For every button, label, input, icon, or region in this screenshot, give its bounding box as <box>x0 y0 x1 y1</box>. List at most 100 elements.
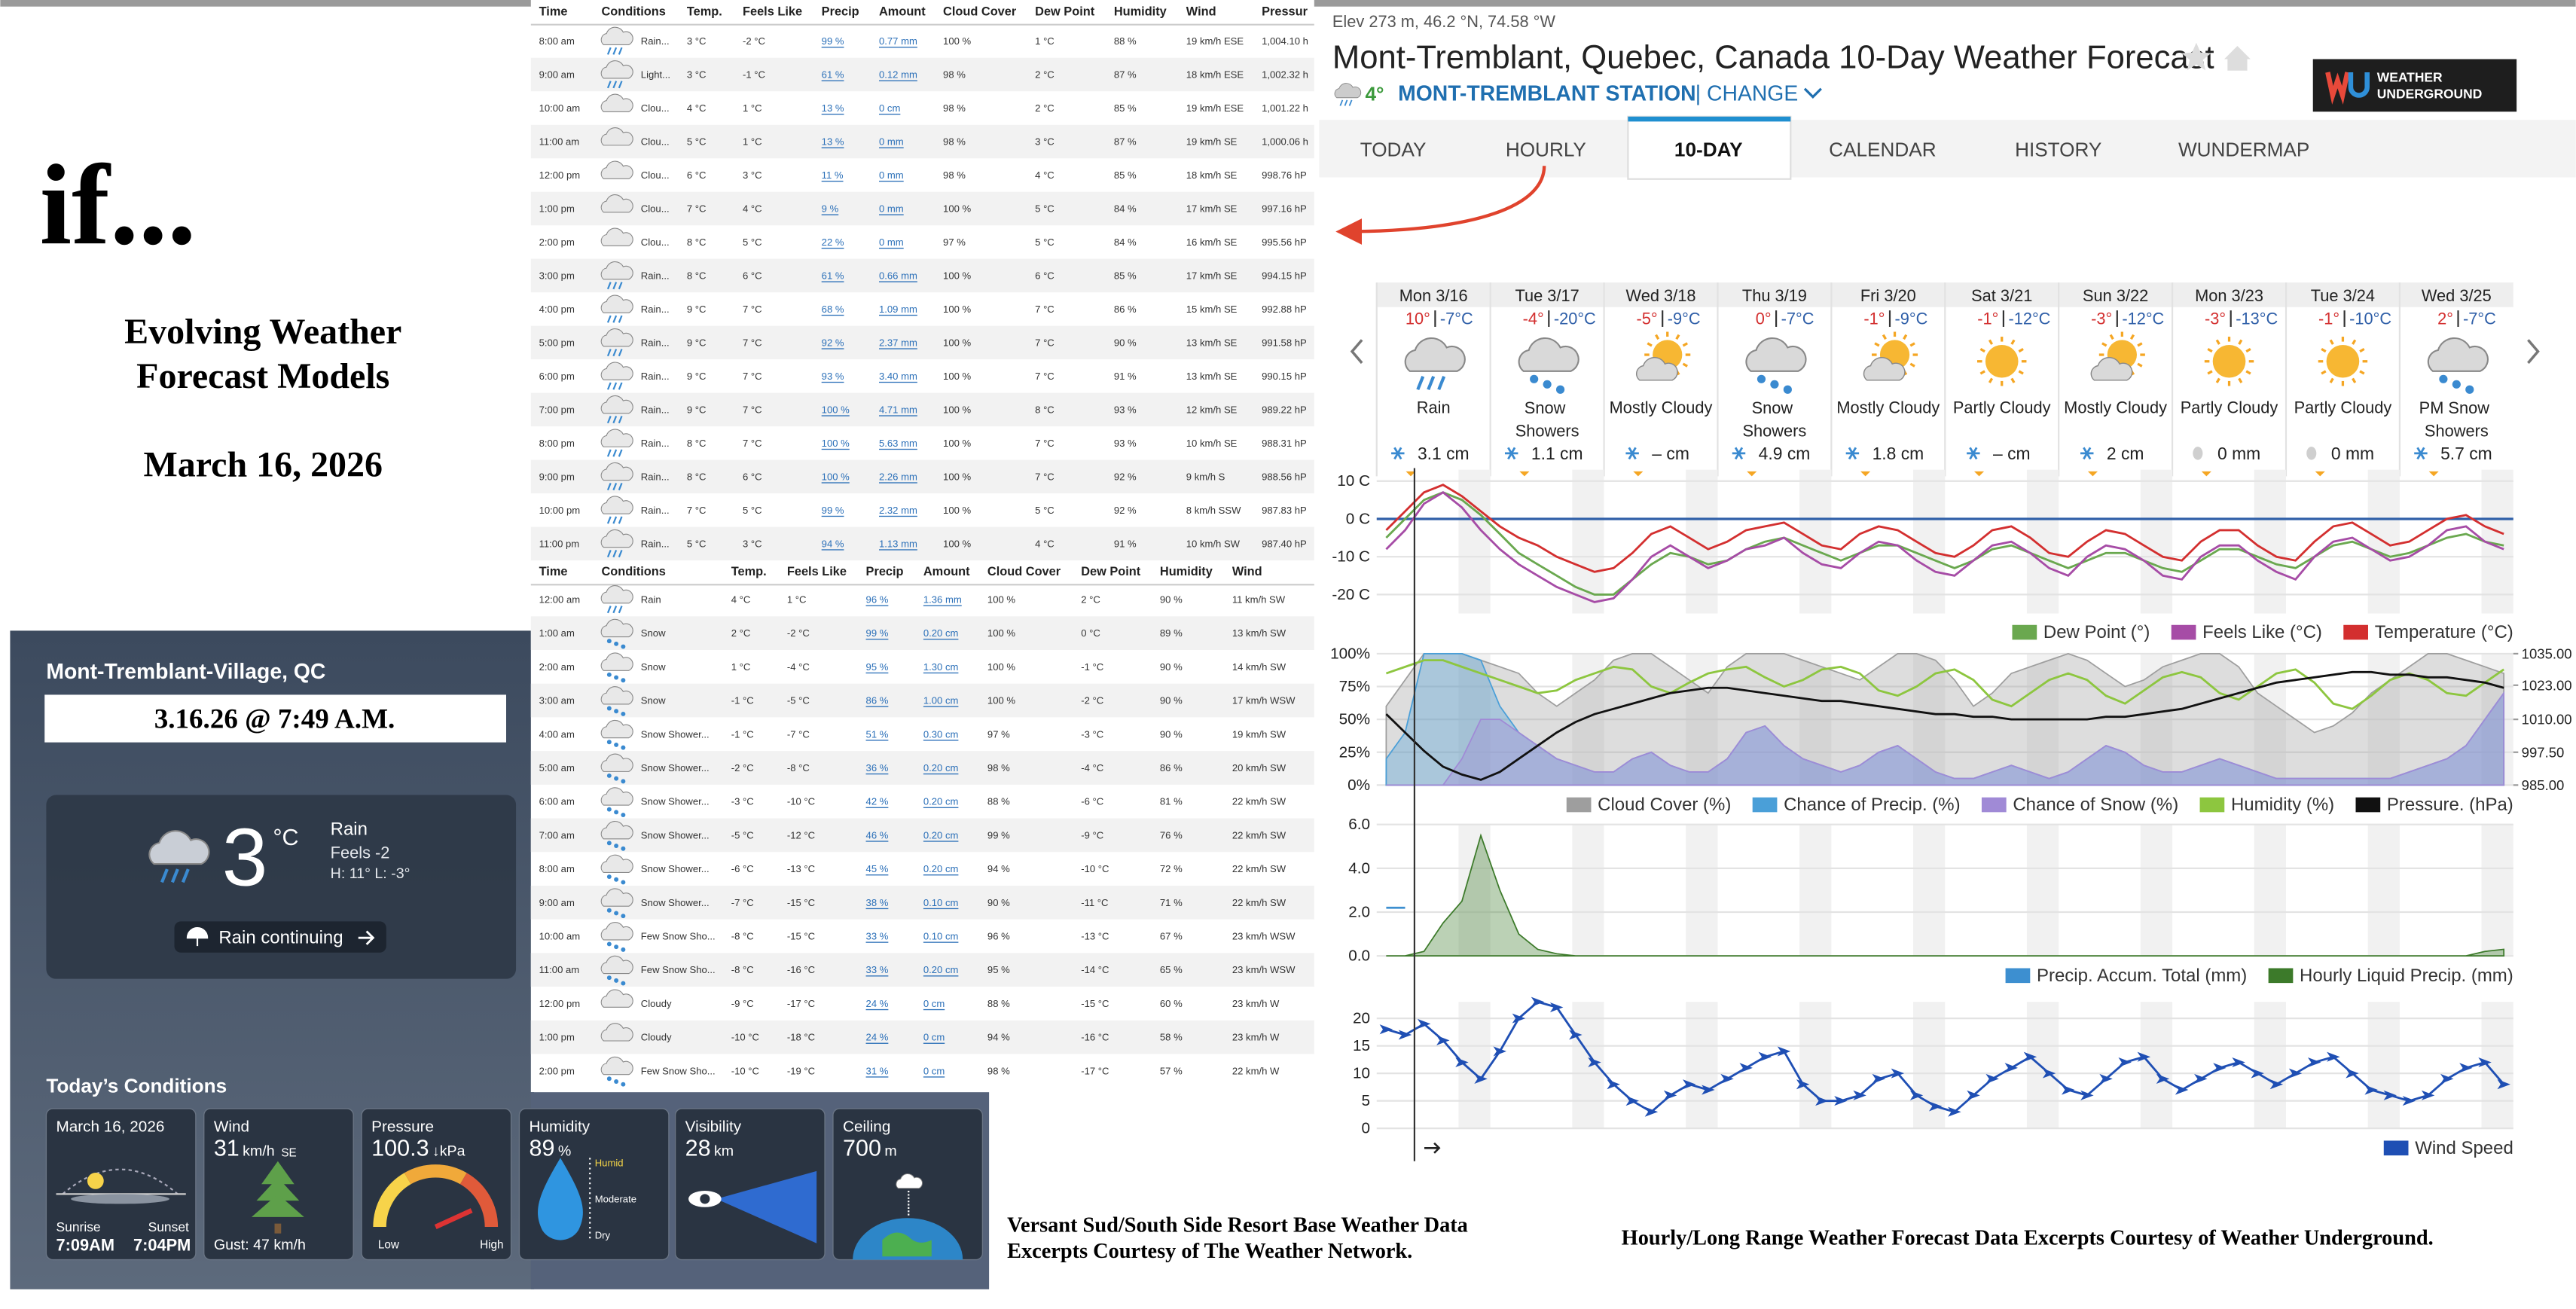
y-tick-label: 0.0 <box>1348 947 1370 965</box>
wind-arrow <box>2421 1090 2435 1100</box>
tile-title: Ceiling <box>843 1118 890 1135</box>
table-cell: Snow Shower... <box>641 829 710 841</box>
tab[interactable]: WUNDERMAP <box>2178 138 2309 160</box>
table-cell: 0 mm <box>879 136 904 147</box>
ray <box>1882 334 1887 340</box>
table-cell: 10:00 am <box>539 102 581 114</box>
tab[interactable]: TODAY <box>1360 138 1427 160</box>
table-cell: 994.15 hP <box>1262 270 1307 281</box>
drop <box>2193 447 2203 460</box>
table-cell: 99 % <box>822 35 844 47</box>
table-cell: Clou... <box>641 236 670 248</box>
snow <box>606 908 612 913</box>
row-stripe <box>530 258 1314 293</box>
table-cell: 85 % <box>1114 270 1137 281</box>
home-icon[interactable] <box>2223 46 2251 71</box>
ray <box>1979 370 1985 375</box>
table-cell: 1,000.06 h <box>1262 136 1308 147</box>
table-cell: 22 km/h SW <box>1232 829 1286 841</box>
rain <box>1339 99 1344 106</box>
weather-icon <box>896 1173 923 1189</box>
day-low: -20°C <box>1554 310 1596 328</box>
day-high: 10° <box>1406 310 1430 328</box>
table-cell: 5 °C <box>687 538 707 549</box>
cloud <box>1745 337 1807 372</box>
snow <box>1555 385 1565 394</box>
weather-icon <box>600 294 633 323</box>
prev-arrow[interactable] <box>1350 339 1363 365</box>
star-icon[interactable] <box>2181 42 2211 71</box>
table-cell: 98 % <box>943 169 966 181</box>
y-tick-label: 15 <box>1353 1037 1370 1054</box>
rain <box>618 516 623 524</box>
weather-icon <box>600 529 633 558</box>
day-amount: 1.8 cm <box>1872 444 1924 463</box>
table-cell: 68 % <box>822 304 844 315</box>
table-cell: 0.10 cm <box>923 930 959 941</box>
table-cell: 100 % <box>987 661 1015 673</box>
tile-value: 31 <box>214 1135 240 1161</box>
table-cell: 4 °C <box>1035 169 1055 181</box>
table-cell: Snow Shower... <box>641 728 710 740</box>
table-cell: 96 % <box>866 593 889 605</box>
table-cell: 100 % <box>822 471 850 482</box>
table-cell: 94 % <box>822 538 844 549</box>
tab[interactable]: HISTORY <box>2015 138 2101 160</box>
rain <box>606 550 612 558</box>
station-name[interactable]: MONT-TREMBLANT STATION <box>1398 81 1696 105</box>
wind-arrow <box>1985 1073 1999 1084</box>
table-cell: 19 km/h ESE <box>1186 35 1244 47</box>
tile-note: Low <box>378 1238 400 1251</box>
table-cell: 58 % <box>1160 1032 1183 1043</box>
table-cell: 100 % <box>822 404 850 415</box>
snow <box>614 742 619 747</box>
rain <box>618 282 623 290</box>
day-conditions: Partly Cloudy <box>1953 398 2051 416</box>
table-cell: 8 °C <box>1035 404 1055 415</box>
snow <box>621 981 626 986</box>
ground <box>71 1194 169 1204</box>
rain <box>618 606 623 614</box>
tile-value: 89 <box>530 1135 555 1161</box>
wind-arrow <box>2327 1051 2340 1062</box>
table-cell: 1 °C <box>731 661 751 673</box>
table-cell: 17 km/h SE <box>1186 203 1238 214</box>
night-band <box>2026 824 2059 957</box>
table-cell: Snow <box>641 661 666 673</box>
table-cell: 0 cm <box>923 998 945 1009</box>
snow <box>621 813 626 818</box>
rain <box>612 416 618 424</box>
table-cell: 33 % <box>866 964 889 975</box>
wind-arrow <box>2346 1068 2359 1079</box>
ray <box>2109 334 2114 340</box>
table-cell: 1.09 mm <box>879 304 917 315</box>
gauge <box>459 1173 499 1228</box>
change-link[interactable]: | CHANGE <box>1695 81 1798 105</box>
next-arrow[interactable] <box>2527 339 2540 365</box>
night-band <box>1799 1002 1832 1129</box>
y-tick-label: -10 C <box>1332 548 1370 566</box>
table-cell: 93 % <box>1114 438 1137 449</box>
gauge <box>373 1173 411 1228</box>
snow <box>606 941 612 947</box>
weather-icon <box>600 922 633 952</box>
day-conditions: Partly Cloudy <box>2294 398 2392 416</box>
table-cell: 5.63 mm <box>879 438 917 449</box>
ray <box>2207 370 2213 375</box>
day-date: Mon 3/16 <box>1399 286 1468 305</box>
tab[interactable]: CALENDAR <box>1829 138 1936 160</box>
tab[interactable]: HOURLY <box>1506 138 1586 160</box>
caption: Versant Sud/South Side Resort Base Weath… <box>1007 1213 1468 1237</box>
cloud <box>600 261 633 280</box>
table-cell: 67 % <box>1160 930 1183 941</box>
table-cell: -6 °C <box>1081 796 1103 807</box>
snow <box>606 874 612 880</box>
table-cell: 92 % <box>1114 505 1137 516</box>
tab[interactable]: 10-DAY <box>1674 138 1743 160</box>
night-band <box>1458 469 1491 614</box>
table-cell: 90 % <box>1114 337 1137 348</box>
table-cell: 1.00 cm <box>923 695 959 706</box>
weather-icon <box>600 429 633 457</box>
table-cell: Few Snow Sho... <box>641 964 716 975</box>
row-stripe <box>530 885 1314 920</box>
